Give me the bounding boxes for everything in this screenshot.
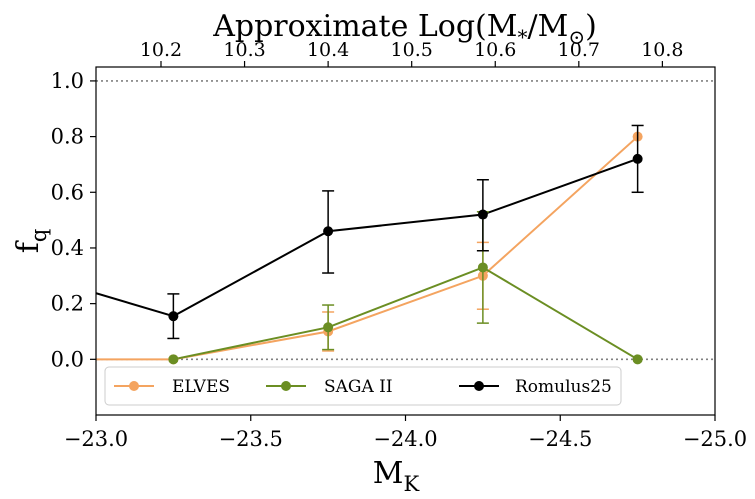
- x-axis-title-sub: K: [404, 472, 420, 496]
- legend-marker-romulus: [474, 381, 484, 391]
- legend-marker-saga: [281, 381, 291, 391]
- legend-box: [104, 366, 622, 406]
- x-tick-label-0: −23.0: [64, 427, 128, 451]
- top-tick-label-2: 10.4: [307, 39, 349, 61]
- x-tick-label-3: −24.5: [528, 427, 592, 451]
- x-axis-title-main: M: [373, 456, 404, 491]
- top-tick-label-1: 10.3: [223, 39, 265, 61]
- legend-label-elves: ELVES: [172, 377, 230, 397]
- marker-layer: [167, 124, 644, 365]
- point-2-3: [477, 209, 488, 220]
- legend-marker-elves: [129, 381, 139, 391]
- point-1-2: [477, 262, 488, 273]
- y-tick-label-0: 0.0: [51, 347, 84, 371]
- x-tick-label-1: −23.5: [219, 427, 283, 451]
- top-tick-label-3: 10.5: [391, 39, 433, 61]
- y-tick-label-1: 0.2: [51, 292, 84, 316]
- top-axis-title-mid: /M: [527, 9, 568, 44]
- series-line-1: [173, 266, 639, 361]
- top-axis-title-sub2: ⊙: [568, 25, 585, 49]
- y-tick-label-3: 0.6: [51, 180, 84, 204]
- y-tick-label-5: 1.0: [51, 69, 84, 93]
- point-1-1: [323, 322, 334, 333]
- x-tick-label-4: −25.0: [683, 427, 747, 451]
- legend-label-romulus: Romulus25: [515, 377, 612, 397]
- top-tick-label-5: 10.7: [558, 39, 600, 61]
- y-axis-title-sub: q: [27, 229, 51, 242]
- reference-lines: [96, 80, 715, 361]
- legend: ELVES SAGA II Romulus25: [104, 366, 622, 406]
- legend-entry-romulus: Romulus25: [459, 377, 612, 397]
- top-tick-label-0: 10.2: [140, 39, 182, 61]
- top-axis-title-end: ): [585, 9, 597, 44]
- top-axis-title: Approximate Log(M*/M⊙): [212, 9, 597, 49]
- y-axis-title-main: f: [11, 240, 46, 253]
- top-axis-title-main: Approximate Log(M: [212, 9, 517, 44]
- point-2-2: [323, 226, 334, 237]
- y-tick-label-2: 0.4: [51, 236, 84, 260]
- point-2-4: [632, 153, 643, 164]
- point-1-3: [632, 354, 643, 365]
- point-2-1: [168, 311, 179, 322]
- y-tick-label-4: 0.8: [51, 125, 84, 149]
- top-tick-label-6: 10.8: [641, 39, 683, 61]
- legend-label-saga: SAGA II: [324, 377, 393, 397]
- y-axis-title: fq: [11, 229, 51, 254]
- legend-entry-elves: ELVES: [114, 377, 230, 397]
- top-axis-title-sub1: *: [517, 25, 527, 49]
- top-tick-label-4: 10.6: [474, 39, 516, 61]
- legend-entry-saga: SAGA II: [266, 377, 393, 397]
- axis-layer: −23.0 −23.5 −24.0 −24.5 −25.0 0.0 0.2 0.4 0.6 0.8…: [51, 39, 748, 451]
- point-1-0: [168, 354, 179, 365]
- plot-frame: [95, 66, 716, 416]
- x-axis-title: MK: [373, 456, 420, 496]
- x-tick-label-2: −24.0: [373, 427, 437, 451]
